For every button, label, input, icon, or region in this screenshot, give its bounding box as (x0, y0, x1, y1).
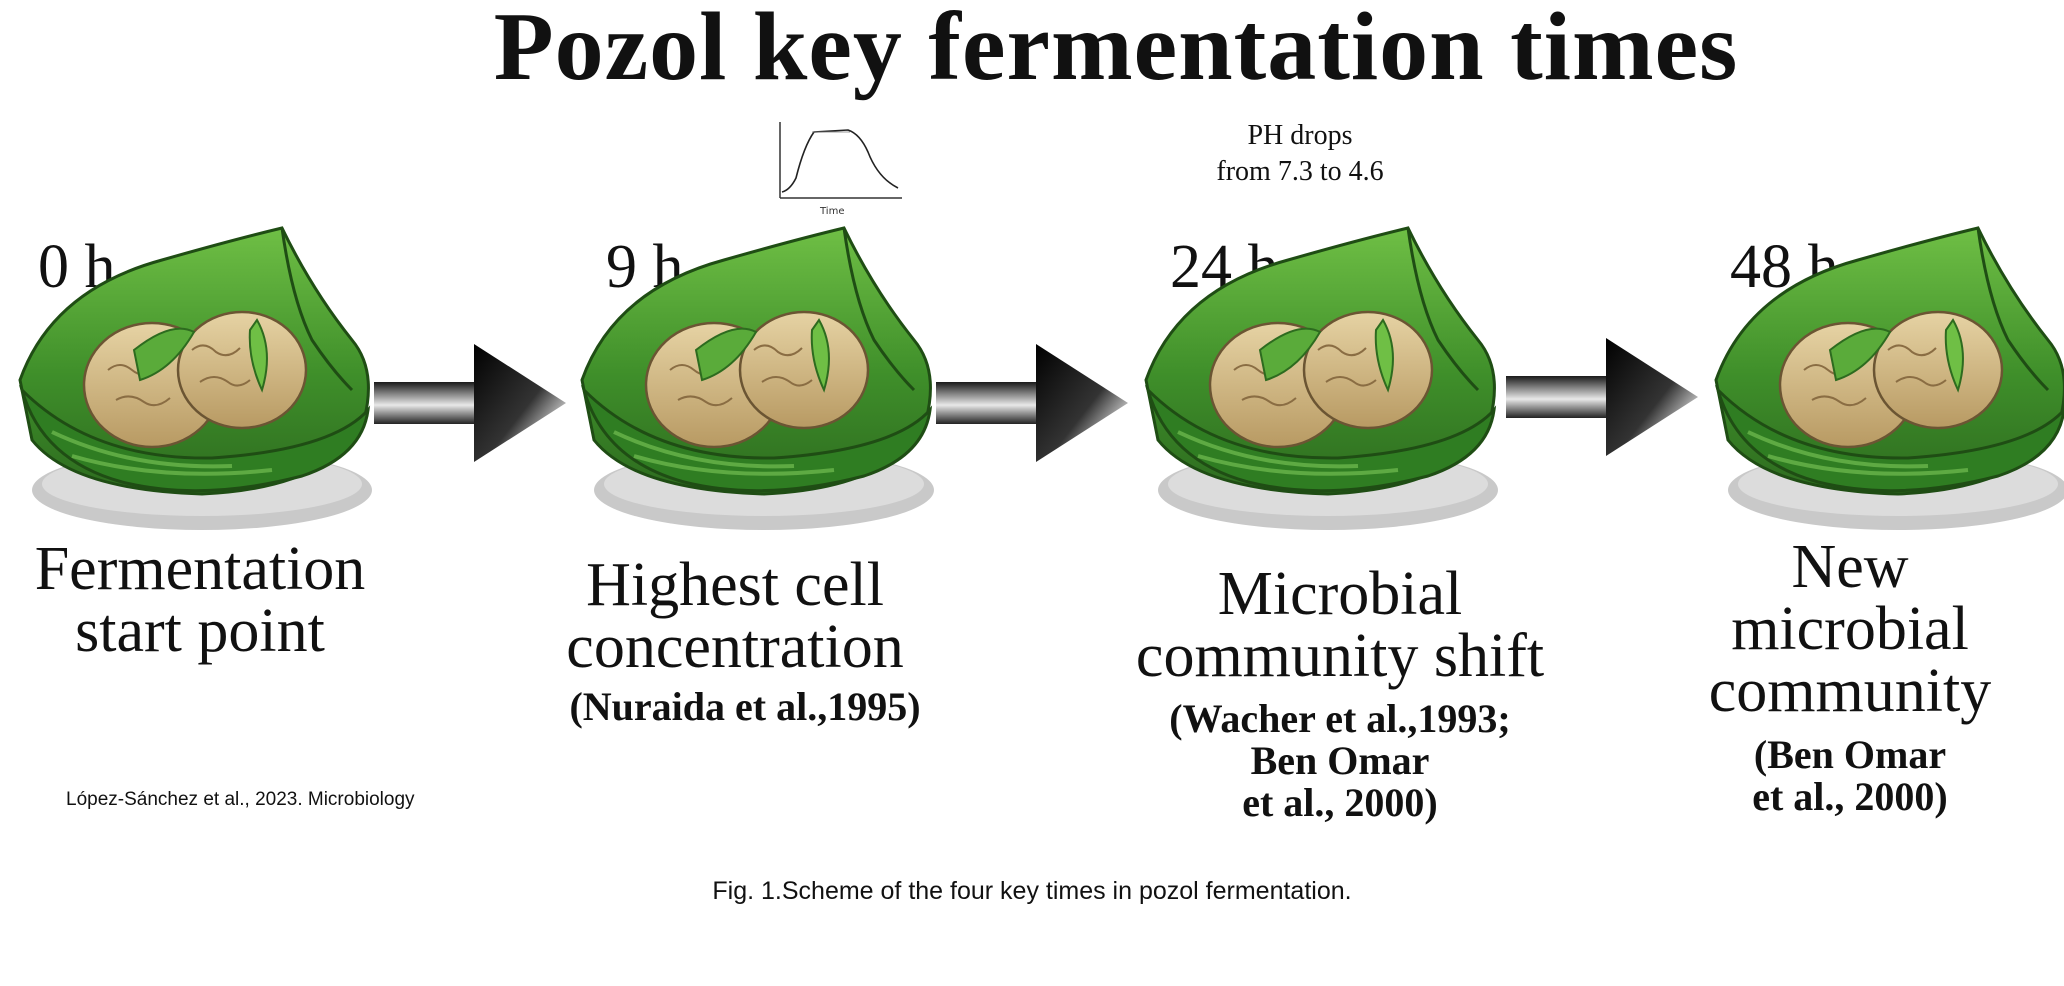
growth-curve-icon: Time (768, 116, 908, 217)
stage-citation-9h-line-1: (Nuraida et al.,1995) (569, 684, 921, 729)
stage-label-0h: Fermentation start point (0, 538, 400, 662)
stage-citation-24h: (Wacher et al.,1993; Ben Omar et al., 20… (1110, 698, 1570, 824)
stage-label-48h: New microbial community (1680, 536, 2020, 722)
stage-citation-24h-line-3: et al., 2000) (1242, 780, 1438, 825)
stage-label-48h-line-1: New (1791, 533, 1909, 601)
stage-label-48h-line-3: community (1708, 657, 1992, 725)
stage-label-9h-line-2: concentration (566, 613, 904, 681)
stage-citation-48h-line-1: (Ben Omar (1753, 732, 1947, 777)
stage-label-9h: Highest cell concentration (520, 554, 950, 678)
stage-label-0h-line-1: Fermentation (34, 535, 366, 603)
arrow-24h-to-48h (1502, 332, 1702, 462)
stage-label-0h-line-2: start point (75, 597, 325, 665)
stage-citation-48h-line-2: et al., 2000) (1752, 774, 1948, 819)
pozol-leaf-illustration-9h (574, 220, 954, 550)
pozol-leaf-illustration-0h (12, 220, 392, 550)
stage-label-48h-line-2: microbial (1731, 595, 1969, 663)
image-credit: López-Sánchez et al., 2023. Microbiology (66, 789, 415, 810)
ph-note: PH drops from 7.3 to 4.6 (1150, 118, 1450, 190)
ph-note-line-1: PH drops (1247, 120, 1353, 151)
pozol-leaf-illustration-24h (1138, 220, 1518, 550)
stage-citation-48h: (Ben Omar et al., 2000) (1690, 734, 2010, 818)
stage-label-24h-line-2: community shift (1135, 622, 1545, 690)
figure-caption: Fig. 1.Scheme of the four key times in p… (712, 877, 1352, 905)
ph-note-line-2: from 7.3 to 4.6 (1216, 156, 1384, 187)
stage-label-9h-line-1: Highest cell (586, 551, 884, 619)
stage-citation-24h-line-1: (Wacher et al.,1993; (1169, 696, 1511, 741)
stage-label-24h-line-1: Microbial (1217, 560, 1463, 628)
growth-curve-x-label: Time (819, 206, 844, 216)
figure-title: Pozol key fermentation times (493, 0, 1739, 101)
pozol-leaf-illustration-48h (1708, 220, 2064, 550)
arrow-9h-to-24h (932, 338, 1132, 468)
stage-label-24h: Microbial community shift (1100, 563, 1580, 687)
stage-citation-24h-line-2: Ben Omar (1250, 738, 1430, 783)
arrow-0h-to-9h (370, 338, 570, 468)
stage-citation-9h: (Nuraida et al.,1995) (520, 686, 970, 728)
